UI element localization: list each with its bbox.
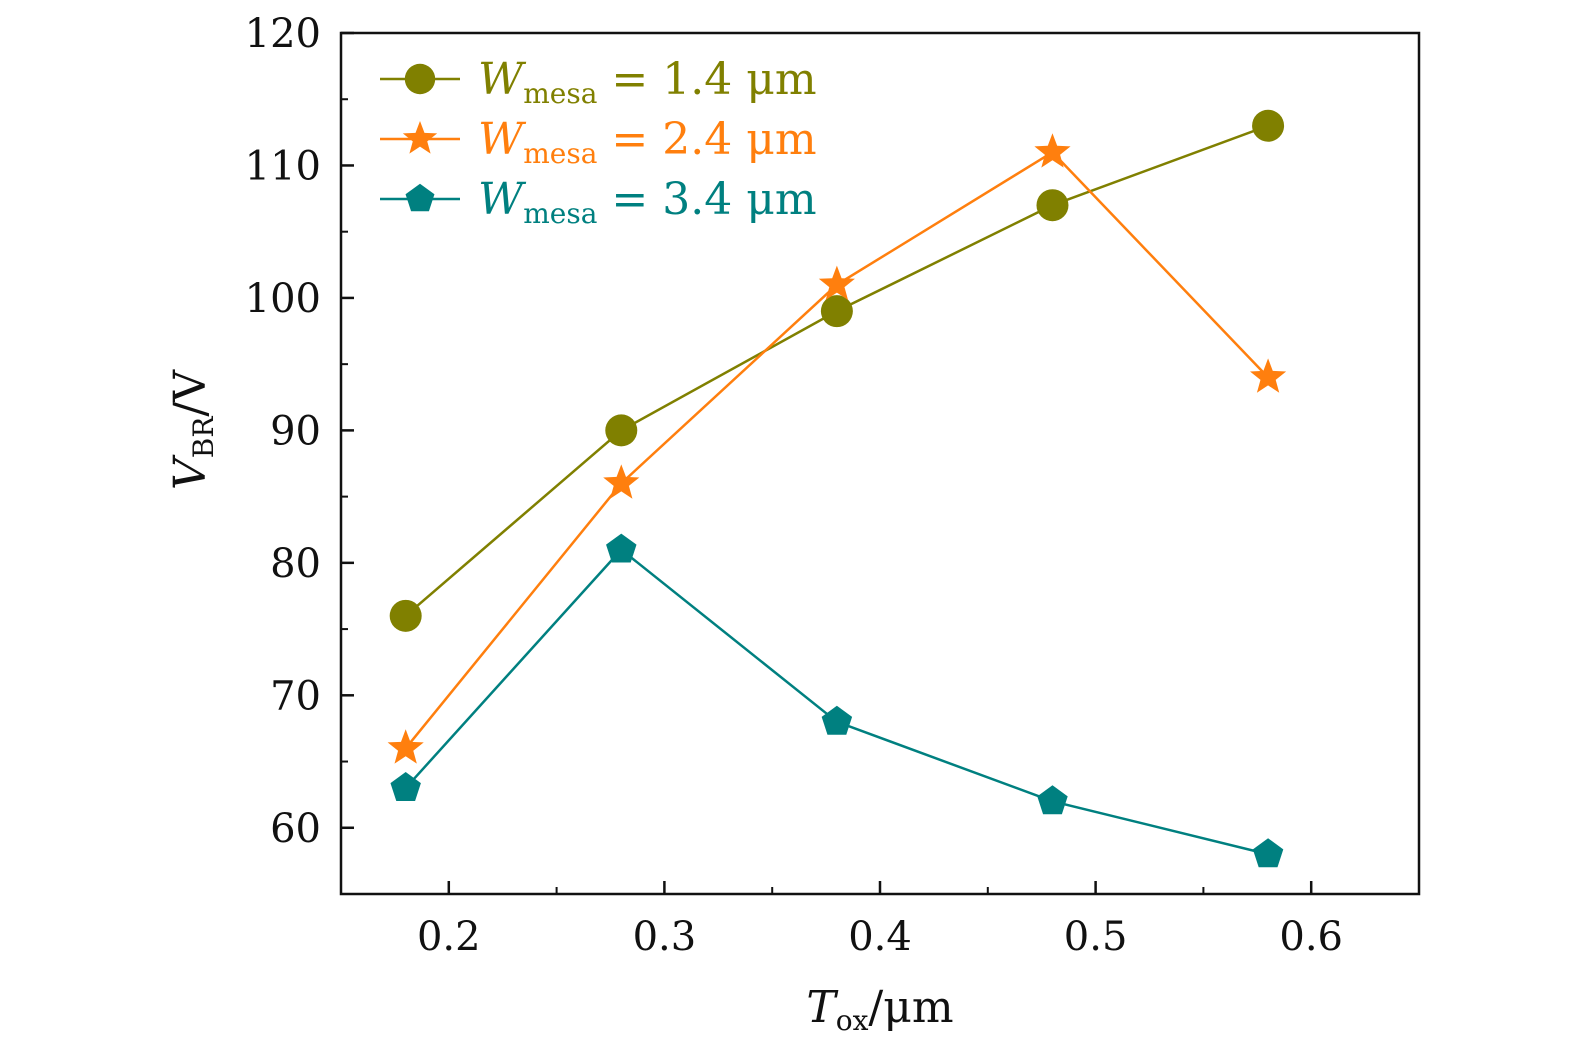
data-point <box>603 464 640 499</box>
axis-ticks: 0.2 0.3 0.4 0.5 0.6 60 70 80 90 100 110 120 <box>245 11 1343 960</box>
data-point <box>389 599 422 632</box>
y-tick-label: 90 <box>270 408 321 454</box>
x-tick-label: 0.6 <box>1279 914 1343 960</box>
x-tick-label: 0.3 <box>633 914 697 960</box>
data-point <box>1250 358 1287 393</box>
y-tick-label: 80 <box>270 541 321 587</box>
x-tick-label: 0.5 <box>1064 914 1128 960</box>
series-layer <box>387 109 1287 868</box>
data-point <box>821 705 853 735</box>
series-line <box>404 150 1269 750</box>
y-tick-label: 110 <box>245 143 321 189</box>
legend-marker <box>402 120 438 154</box>
data-point <box>1034 133 1071 168</box>
legend-label: Wmesa = 3.4 μm <box>478 174 817 230</box>
x-axis-title: Tox/μm <box>806 982 953 1037</box>
x-tick-label: 0.4 <box>848 914 912 960</box>
data-point <box>1036 189 1069 222</box>
data-point <box>606 533 637 563</box>
x-tick-label: 0.2 <box>417 914 481 960</box>
series-2 <box>387 133 1287 764</box>
y-tick-label: 70 <box>270 673 321 719</box>
data-point <box>1037 785 1068 815</box>
series-3 <box>390 533 1284 868</box>
data-point <box>820 295 853 328</box>
data-point <box>1252 109 1285 142</box>
data-point <box>818 265 855 301</box>
legend-label: Wmesa = 2.4 μm <box>478 114 817 170</box>
data-point <box>390 772 421 801</box>
legend-entry-1: Wmesa = 1.4 μm <box>380 54 817 110</box>
y-tick-label: 60 <box>270 806 321 852</box>
legend-label: Wmesa = 1.4 μm <box>478 54 817 110</box>
data-point <box>1252 838 1284 868</box>
legend-entry-3: Wmesa = 3.4 μm <box>380 174 817 230</box>
data-point <box>605 414 638 447</box>
legend-marker <box>405 183 435 212</box>
series-1 <box>389 109 1285 632</box>
series-line <box>404 547 1269 856</box>
data-point <box>387 729 424 764</box>
y-axis-title: VBR/V <box>165 369 220 490</box>
y-tick-label: 100 <box>245 276 321 322</box>
legend-marker <box>404 63 436 95</box>
y-tick-label: 120 <box>245 11 321 57</box>
legend-entry-2: Wmesa = 2.4 μm <box>380 114 817 170</box>
